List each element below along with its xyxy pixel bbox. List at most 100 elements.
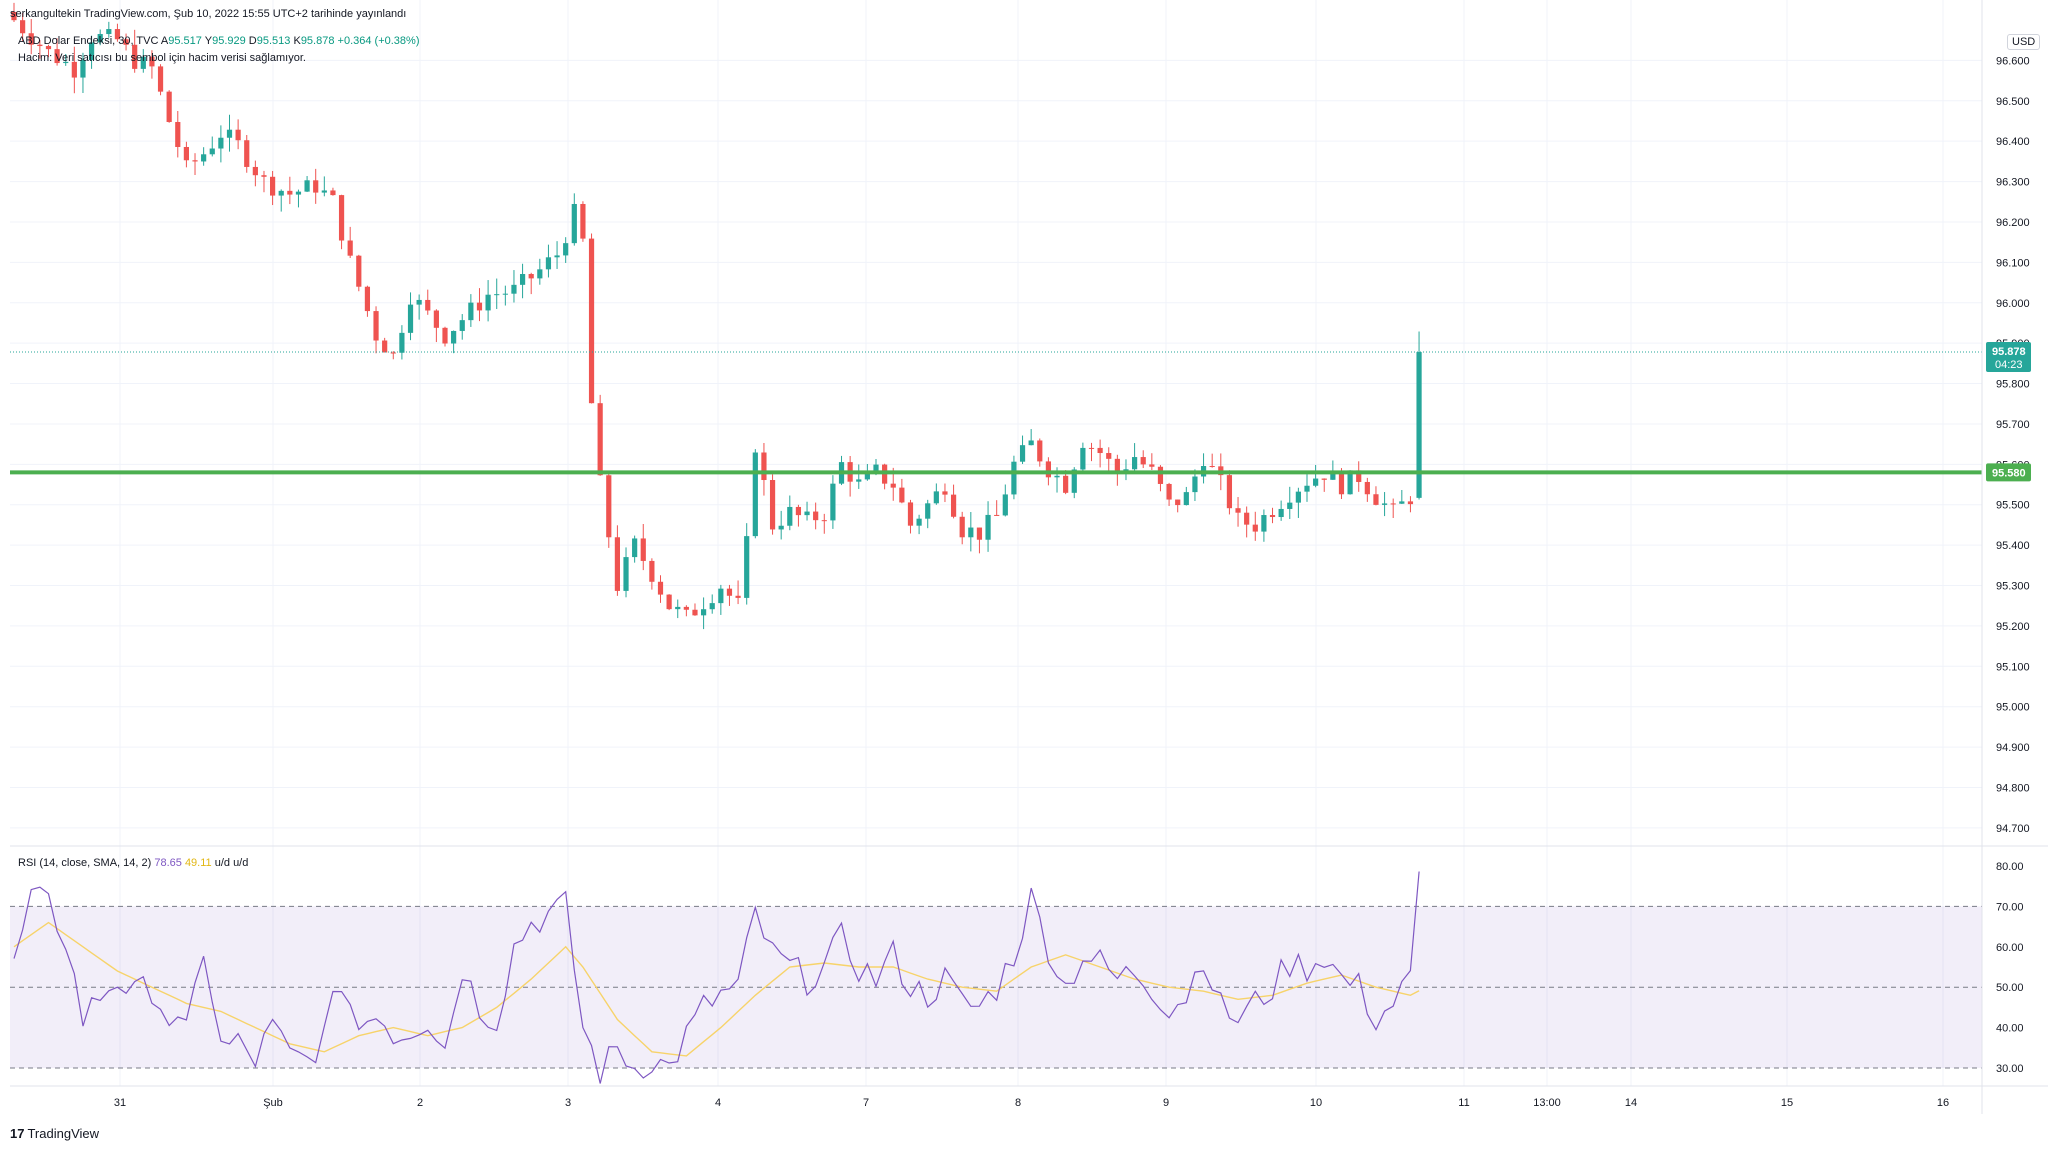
candle: [1399, 489, 1405, 504]
candle-body: [1252, 524, 1258, 532]
candle-body: [356, 255, 362, 287]
time-tick-label: Şub: [263, 1097, 283, 1109]
currency-button[interactable]: USD: [2007, 34, 2041, 50]
candle: [933, 483, 939, 505]
price-tick-label: 95.700: [1996, 419, 2030, 431]
candle-body: [950, 494, 957, 517]
candle: [313, 168, 319, 204]
time-tick-label: 2: [417, 1097, 423, 1109]
symbol-name[interactable]: ABD Dolar Endeksi, 30, TVC: [18, 35, 159, 47]
candle-body: [114, 29, 121, 40]
rsi-label[interactable]: RSI (14, close, SMA, 14, 2): [18, 857, 152, 869]
candle: [804, 501, 810, 521]
candle: [54, 38, 60, 66]
candle: [830, 475, 836, 529]
candle-body: [864, 471, 870, 480]
candle: [37, 40, 43, 59]
price-tick-label: 96.400: [1996, 136, 2030, 148]
price-axis[interactable]: 96.600 96.500 96.400 96.300 96.200 96.100 96.0…: [1996, 55, 2030, 834]
candle: [321, 176, 327, 197]
candles: [11, 2, 1422, 630]
candle: [1123, 459, 1129, 481]
candle-body: [459, 320, 465, 331]
candle-body: [468, 302, 474, 321]
candle-body: [692, 609, 698, 616]
candle: [1330, 460, 1336, 480]
candle-body: [1407, 501, 1414, 505]
candle: [123, 33, 129, 51]
candle: [261, 170, 267, 193]
time-tick-label: 10: [1310, 1097, 1322, 1109]
candle-body: [1373, 494, 1379, 505]
candle-body: [657, 581, 664, 595]
candle: [1140, 450, 1146, 469]
time-tick-label: 3: [565, 1097, 571, 1109]
tradingview-logo[interactable]: 17 TradingView: [10, 1126, 99, 1141]
candle: [580, 201, 586, 242]
candle-body: [235, 129, 241, 141]
candle-body: [769, 480, 776, 530]
candle-body: [519, 274, 526, 285]
candle: [175, 110, 181, 158]
candle: [1200, 453, 1207, 484]
time-axis[interactable]: 31 Şub 2 3 4 7 8 9 10 11 13:00 14 15 16: [114, 1097, 1949, 1109]
candle-body: [442, 327, 448, 344]
candle: [433, 309, 439, 343]
candle-body: [1321, 478, 1327, 480]
candle: [1097, 439, 1103, 468]
candle: [554, 241, 560, 269]
candle: [537, 258, 543, 285]
candle-body: [528, 274, 534, 279]
candle: [106, 21, 112, 38]
candle-body: [1347, 470, 1353, 495]
candle: [407, 292, 414, 341]
candle: [71, 46, 77, 94]
candle-body: [123, 39, 129, 45]
candle: [1166, 482, 1172, 506]
candle-body: [675, 606, 681, 610]
candle: [63, 53, 69, 66]
candle-body: [192, 160, 198, 162]
candle: [20, 13, 26, 42]
candle: [1080, 442, 1086, 472]
rsi-tick-label: 60.00: [1996, 942, 2024, 954]
candle-body: [778, 525, 784, 530]
last-price-label: 95.878: [1992, 346, 2026, 358]
candle: [1149, 453, 1155, 471]
candle-body: [787, 506, 793, 526]
candle: [606, 472, 612, 548]
price-tick-label: 94.800: [1996, 782, 2030, 794]
candle-body: [1278, 508, 1284, 518]
candle-body: [1364, 481, 1370, 495]
candle-body: [1037, 440, 1043, 462]
candle-body: [597, 403, 603, 476]
candle: [468, 294, 474, 327]
candle-body: [537, 269, 543, 279]
candle-body: [287, 190, 293, 195]
candle: [718, 584, 724, 615]
candle: [1252, 511, 1258, 541]
candle: [511, 270, 517, 303]
change-value: +0.364 (+0.38%): [337, 35, 420, 47]
candle-body: [106, 29, 112, 35]
candle: [976, 527, 983, 554]
candle: [442, 326, 448, 347]
candle-body: [1244, 512, 1250, 525]
candle-body: [701, 609, 707, 616]
candle: [287, 176, 293, 205]
candle-body: [270, 176, 276, 196]
close-label: K: [293, 35, 301, 47]
candle-body: [856, 479, 862, 482]
candle: [813, 502, 819, 530]
candle-body: [1114, 458, 1120, 474]
candle: [45, 44, 52, 58]
rsi-axis[interactable]: 80.00 70.00 60.00 50.00 40.00 30.00: [1996, 861, 2024, 1075]
candle: [528, 272, 534, 295]
candle: [735, 580, 741, 605]
candle-body: [666, 594, 672, 610]
candle: [218, 125, 224, 163]
candle-body: [407, 304, 414, 333]
candle: [675, 599, 681, 619]
candle-body: [632, 538, 638, 558]
